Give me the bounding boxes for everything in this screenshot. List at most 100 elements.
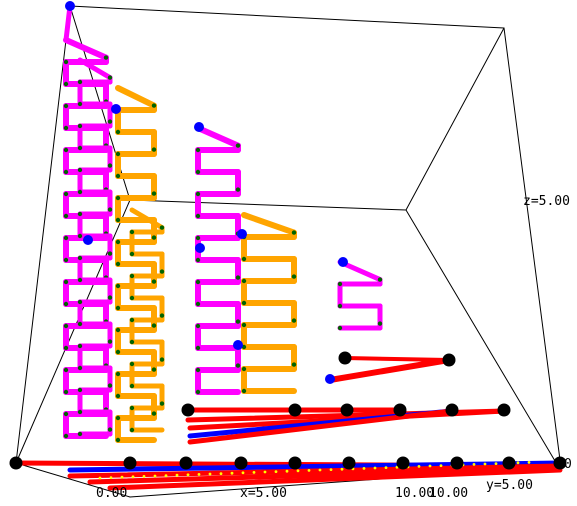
- box-edge-5: [405, 209, 559, 467]
- column-a1-joint-3: [63, 59, 69, 65]
- column-b3-joint-13: [291, 318, 297, 323]
- edge-mark-0: [98, 476, 102, 480]
- base-node-front-5: [342, 456, 356, 470]
- x-tick-label-2: 10.00: [395, 486, 434, 501]
- column-b2-joint-7: [159, 269, 165, 274]
- base-node-front-8: [502, 456, 516, 470]
- column-a2-joint-5: [77, 101, 83, 107]
- column-b2-joint-3: [129, 229, 135, 235]
- base-node-front-6: [396, 456, 410, 470]
- column-b3-joint-9: [241, 278, 247, 284]
- column-b3-joint-21: [241, 366, 247, 372]
- column-b1-joint-27: [115, 283, 121, 289]
- column-b2-joint-21: [129, 361, 135, 367]
- box-edge-4: [15, 5, 71, 464]
- edge-mark-6: [164, 474, 168, 477]
- column-a1-spine: [63, 3, 73, 43]
- column-a3-joint-17: [195, 257, 201, 263]
- edge-mark-22: [340, 467, 344, 471]
- column-a1-joint-41: [63, 345, 69, 351]
- edge-mark-13: [241, 471, 245, 475]
- column-a1-joint-23: [63, 213, 69, 219]
- column-b3-joint-15: [241, 322, 247, 328]
- bounding-box: [15, 5, 561, 498]
- column-a1-seg-0: [63, 37, 109, 61]
- column-b1-joint-23: [115, 261, 121, 267]
- base-node-front-3: [234, 456, 248, 470]
- edge-mark-36: [494, 462, 498, 465]
- column-b3-joint-11: [241, 300, 247, 306]
- edge-mark-4: [142, 475, 146, 478]
- column-a4-joint-3: [337, 281, 343, 287]
- column-a2-joint-25: [107, 251, 113, 256]
- column-b1-joint-29: [115, 305, 121, 311]
- base-edge-2: [67, 463, 563, 479]
- top-node-3: [237, 229, 247, 239]
- column-b1-joint-5: [115, 129, 121, 135]
- edge-mark-24: [362, 467, 366, 470]
- column-b1-joint-41: [115, 393, 121, 399]
- column-a3-joint-3: [195, 147, 201, 153]
- column-b2-joint-23: [129, 383, 135, 389]
- column-b3-seg-0: [241, 212, 297, 236]
- column-a2-joint-13: [107, 163, 113, 168]
- top-node-0: [65, 1, 75, 11]
- z-tick-label-0: z=5.00: [523, 194, 570, 209]
- column-a2-joint-49: [107, 427, 113, 432]
- column-b2-joint-19: [159, 357, 165, 362]
- column-a3-joint-33: [195, 367, 201, 373]
- column-a2-seg-0: [77, 57, 113, 81]
- column-b2-joint-13: [159, 313, 165, 318]
- x-tick-label-0: 0.00: [96, 486, 127, 501]
- column-a3-joint-19: [235, 275, 241, 280]
- edge-mark-15: [263, 470, 267, 474]
- column-b1-joint-37: [151, 367, 157, 372]
- edge-mark-18: [296, 469, 300, 473]
- column-b2-joint-1: [159, 225, 165, 230]
- column-a4-joint-9: [337, 325, 343, 331]
- column-a2-joint-1: [107, 75, 113, 80]
- column-b1-joint-25: [151, 279, 157, 284]
- column-b2-joint-25: [159, 401, 165, 406]
- base-node-back-1: [442, 353, 456, 367]
- column-a4-joint-5: [337, 303, 343, 309]
- base-edge-10: [327, 357, 452, 383]
- base-node-middle-4: [445, 403, 459, 417]
- column-b3-joint-19: [291, 362, 297, 367]
- column-b2-joint-27: [129, 405, 135, 411]
- column-b2-joint-11: [129, 295, 135, 301]
- column-b3-joint-5: [241, 256, 247, 262]
- column-a1-joint-45: [63, 367, 69, 373]
- column-b1-joint-9: [115, 151, 121, 157]
- column-a1-joint-9: [63, 103, 69, 109]
- column-a2-joint-51: [77, 431, 83, 437]
- column-b1-joint-33: [115, 327, 121, 333]
- column-a2-joint-23: [77, 233, 83, 239]
- column-a2-joint-17: [77, 189, 83, 195]
- column-a1-joint-47: [63, 389, 69, 395]
- edge-mark-10: [208, 472, 212, 476]
- column-a2-joint-15: [77, 167, 83, 173]
- column-a1-joint-15: [63, 147, 69, 153]
- base-edge-1: [67, 460, 563, 473]
- base-node-middle-2: [340, 403, 354, 417]
- box-edge-1: [405, 27, 505, 211]
- edge-mark-30: [428, 464, 432, 468]
- column-b3-joint-23: [241, 388, 247, 394]
- column-a2-joint-33: [77, 299, 83, 305]
- edge-mark-5: [153, 474, 157, 478]
- column-a4-joint-7: [377, 321, 383, 326]
- top-node-2: [194, 122, 204, 132]
- column-a3-joint-15: [195, 235, 201, 241]
- column-a1-joint-29: [63, 257, 69, 263]
- edge-mark-19: [307, 469, 311, 472]
- base-edge-8: [187, 408, 455, 445]
- column-b3-joint-1: [291, 230, 297, 235]
- top-node-1: [111, 104, 121, 114]
- base-node-middle-5: [497, 403, 511, 417]
- y-tick-label-2: 0: [564, 457, 572, 472]
- column-a3-joint-21: [195, 279, 201, 285]
- column-a2-joint-41: [77, 365, 83, 371]
- column-a1-joint-21: [63, 191, 69, 197]
